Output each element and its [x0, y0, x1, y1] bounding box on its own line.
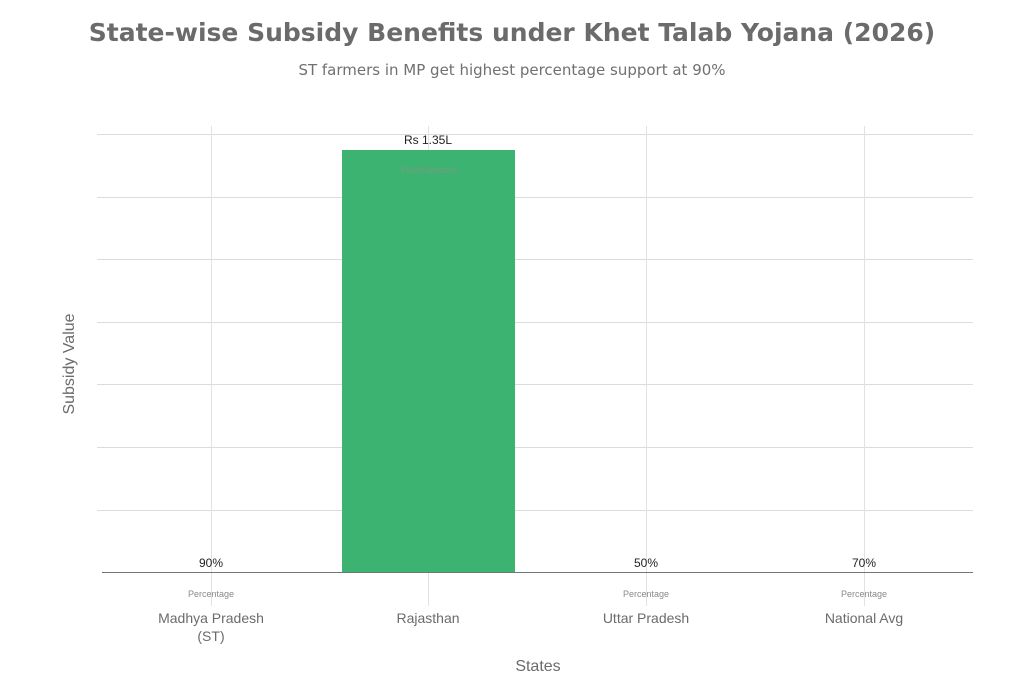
- chart-subtitle: ST farmers in MP get highest percentage …: [298, 61, 726, 79]
- gridline: [97, 259, 973, 260]
- x-tick-label: National Avg: [824, 610, 904, 626]
- bar-value-label: 90%: [198, 556, 224, 570]
- x-tick-label-line: Madhya Pradesh: [158, 610, 264, 626]
- gridline: [97, 510, 973, 511]
- bar-value-label: 70%: [851, 556, 877, 570]
- bar-value-label: 50%: [633, 556, 659, 570]
- gridline: [97, 447, 973, 448]
- x-axis-line: [102, 572, 973, 573]
- x-tick-label: Madhya Pradesh (ST): [131, 609, 291, 645]
- chart-title: State-wise Subsidy Benefits under Khet T…: [88, 18, 936, 47]
- gridline: [97, 384, 973, 385]
- gridline: [864, 126, 865, 606]
- y-axis-label: Subsidy Value: [61, 313, 78, 415]
- x-tick-label: Uttar Pradesh: [602, 610, 690, 626]
- bar-type-label: Percentage: [187, 589, 235, 599]
- x-tick-label-line: (ST): [197, 628, 225, 644]
- gridline: [646, 126, 647, 606]
- bar-rajasthan[interactable]: Fixed Amount: [342, 150, 515, 572]
- bar-type-label: Percentage: [622, 589, 670, 599]
- bar-type-label: Percentage: [840, 589, 888, 599]
- gridline: [97, 134, 973, 135]
- bar-value-label: Rs 1.35L: [403, 133, 453, 147]
- x-axis-label: States: [515, 658, 561, 675]
- bar-type-label: Fixed Amount: [400, 165, 457, 175]
- gridline: [97, 197, 973, 198]
- x-tick-label: Rajasthan: [396, 610, 460, 626]
- gridline: [97, 322, 973, 323]
- gridline: [211, 126, 212, 606]
